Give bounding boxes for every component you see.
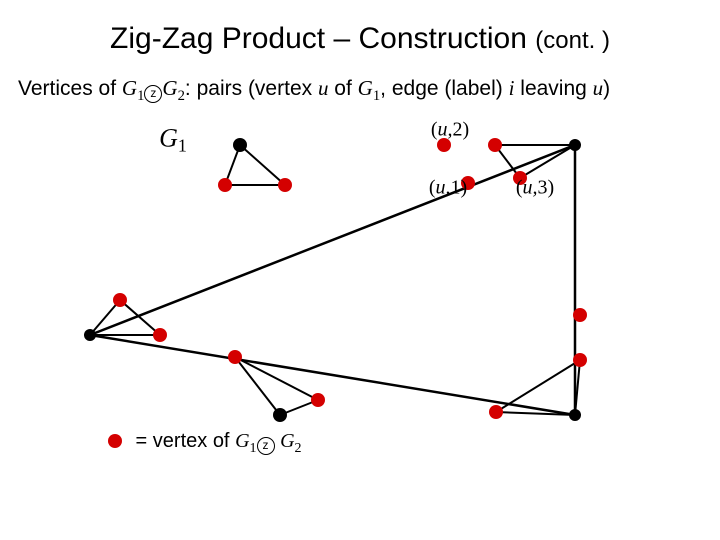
legend-dot-icon <box>108 434 122 448</box>
desc-u2: u <box>593 76 604 100</box>
label-g1-letter: G <box>159 124 178 153</box>
label-g1: G1 <box>159 124 187 157</box>
legend-zigzag-icon: z <box>257 437 275 455</box>
zigzag-symbol-icon: z <box>144 85 162 103</box>
label-g1-sub: 1 <box>178 136 187 156</box>
legend: = vertex of G1z G2 <box>108 430 302 457</box>
legend-g2: G <box>280 430 294 452</box>
title-cont: (cont. ) <box>535 27 610 54</box>
label-u1-u: u, <box>436 177 451 199</box>
desc-g2sub: 2 <box>178 88 185 104</box>
desc-g1b: G <box>358 76 373 100</box>
diagram-canvas: G1 (u,2) (u,1) (u,3) = vertex of G1z G2 <box>0 105 720 465</box>
label-u1: (u,1) <box>429 177 467 200</box>
desc-end: ) <box>603 77 610 100</box>
legend-g2sub: 2 <box>295 441 302 456</box>
label-u2: (u,2) <box>431 119 469 142</box>
desc-mid: : pairs (vertex <box>185 77 318 100</box>
label-u3-u: u, <box>523 177 538 199</box>
legend-text: = vertex of <box>130 430 235 452</box>
label-u2-post: 2) <box>453 119 470 141</box>
label-u3-post: 3) <box>538 177 555 199</box>
diagram-svg <box>0 105 720 465</box>
desc-mid3: , edge (label) <box>380 77 508 100</box>
label-u2-u: u, <box>438 119 453 141</box>
desc-g1sub: 1 <box>137 88 144 104</box>
desc-mid4: leaving <box>514 77 592 100</box>
label-u1-post: 1) <box>451 177 468 199</box>
desc-mid2: of <box>328 77 357 100</box>
desc-prefix: Vertices of <box>18 77 122 100</box>
label-u1-pre: ( <box>429 177 436 199</box>
label-u2-pre: ( <box>431 119 438 141</box>
desc-g2: G <box>162 76 177 100</box>
legend-g1: G <box>235 430 249 452</box>
desc-u: u <box>318 76 329 100</box>
slide-title: Zig-Zag Product – Construction (cont. ) <box>0 0 720 56</box>
title-main: Zig-Zag Product – Construction <box>110 22 527 55</box>
label-u3-pre: ( <box>516 177 523 199</box>
desc-g1: G <box>122 76 137 100</box>
label-u3: (u,3) <box>516 177 554 200</box>
description-line: Vertices of G1zG2: pairs (vertex u of G1… <box>0 56 720 105</box>
legend-g1sub: 1 <box>250 441 257 456</box>
